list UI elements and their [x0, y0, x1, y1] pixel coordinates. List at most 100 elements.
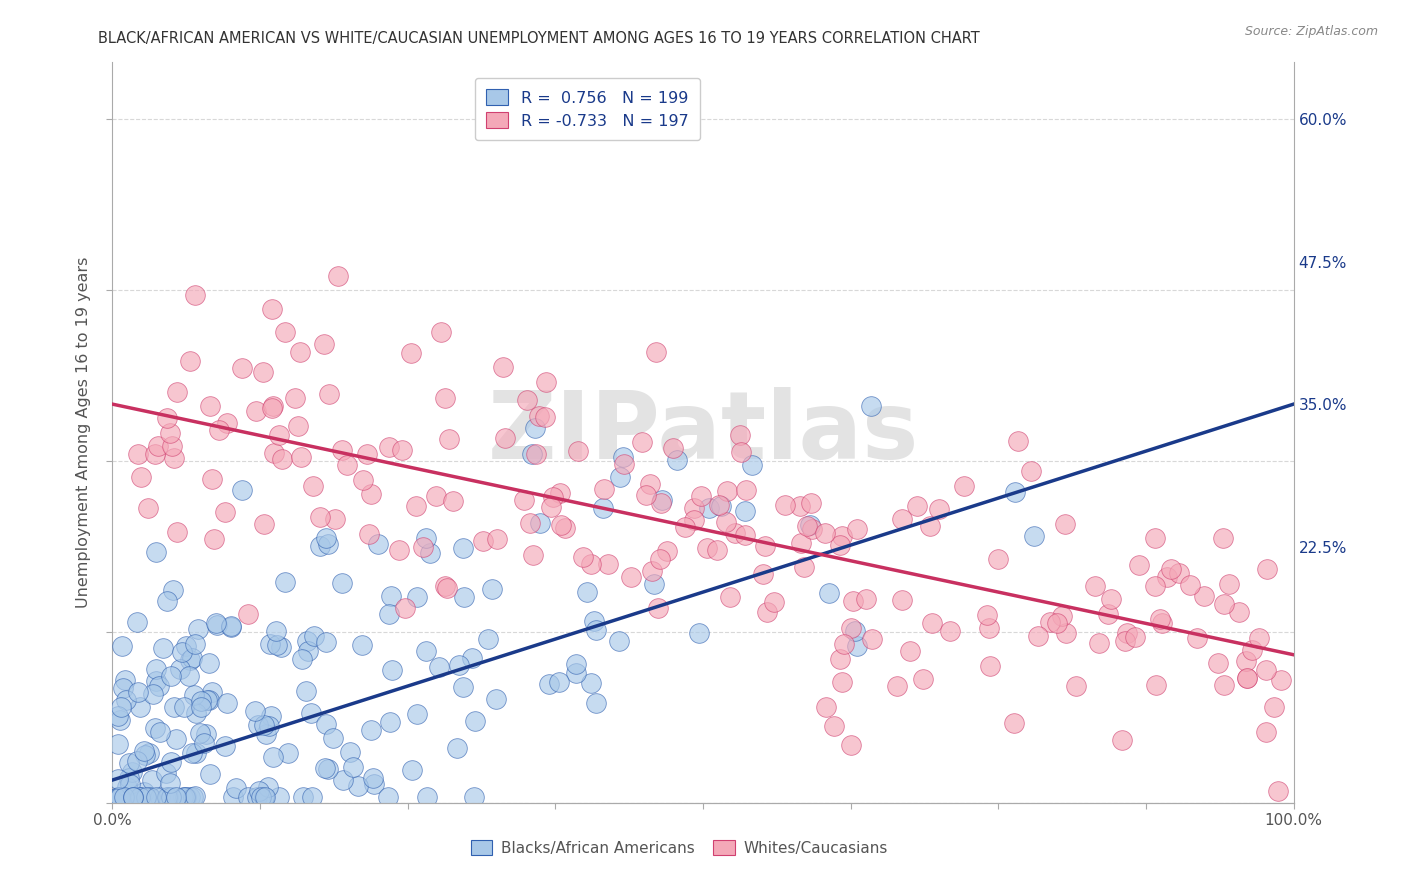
Point: [184, 706, 207, 720]
Point: [762, 595, 785, 609]
Point: [145, 673, 167, 688]
Point: [1115, 626, 1137, 640]
Point: [415, 531, 437, 545]
Point: [162, 582, 184, 597]
Point: [526, 446, 548, 460]
Point: [336, 458, 359, 472]
Point: [378, 607, 401, 621]
Point: [905, 499, 928, 513]
Point: [128, 790, 150, 805]
Point: [540, 500, 562, 515]
Point: [823, 719, 845, 733]
Point: [1241, 643, 1264, 657]
Point: [145, 662, 167, 676]
Point: [274, 325, 297, 339]
Point: [718, 590, 741, 604]
Point: [143, 447, 166, 461]
Point: [1128, 558, 1150, 573]
Point: [122, 790, 145, 805]
Point: [118, 756, 141, 770]
Point: [401, 763, 423, 777]
Point: [1125, 630, 1147, 644]
Point: [198, 693, 221, 707]
Point: [447, 657, 470, 672]
Point: [1152, 616, 1174, 631]
Point: [219, 618, 242, 632]
Point: [318, 387, 340, 401]
Point: [352, 638, 374, 652]
Point: [537, 676, 560, 690]
Point: [156, 410, 179, 425]
Point: [287, 419, 309, 434]
Point: [250, 790, 273, 805]
Point: [136, 500, 159, 515]
Point: [202, 533, 225, 547]
Point: [1236, 671, 1258, 685]
Point: [1097, 607, 1119, 621]
Point: [565, 657, 588, 671]
Point: [264, 624, 287, 638]
Point: [301, 479, 323, 493]
Point: [129, 699, 152, 714]
Point: [756, 605, 779, 619]
Point: [292, 790, 315, 805]
Point: [219, 620, 242, 634]
Point: [270, 640, 292, 654]
Point: [141, 772, 163, 787]
Point: [217, 697, 239, 711]
Point: [1236, 671, 1258, 685]
Point: [134, 785, 156, 799]
Point: [846, 522, 869, 536]
Point: [839, 738, 862, 752]
Point: [592, 501, 614, 516]
Point: [1143, 579, 1166, 593]
Point: [405, 499, 427, 513]
Point: [979, 659, 1001, 673]
Point: [148, 679, 170, 693]
Point: [987, 552, 1010, 566]
Point: [174, 790, 197, 805]
Point: [186, 746, 208, 760]
Point: [886, 679, 908, 693]
Point: [416, 790, 439, 805]
Point: [197, 656, 219, 670]
Point: [145, 545, 167, 559]
Point: [799, 518, 821, 533]
Point: [734, 528, 756, 542]
Point: [912, 672, 935, 686]
Point: [547, 674, 569, 689]
Point: [461, 651, 484, 665]
Point: [381, 663, 404, 677]
Point: [143, 721, 166, 735]
Point: [425, 489, 447, 503]
Point: [612, 450, 634, 464]
Point: [800, 496, 823, 510]
Point: [112, 790, 135, 805]
Point: [342, 760, 364, 774]
Point: [356, 447, 378, 461]
Point: [315, 716, 337, 731]
Point: [214, 739, 236, 753]
Point: [643, 577, 665, 591]
Point: [554, 521, 576, 535]
Point: [1022, 528, 1045, 542]
Point: [134, 747, 156, 762]
Point: [301, 790, 323, 805]
Point: [441, 494, 464, 508]
Point: [378, 715, 401, 730]
Point: [172, 790, 194, 805]
Point: [814, 699, 837, 714]
Point: [179, 790, 201, 805]
Point: [439, 432, 461, 446]
Point: [184, 789, 207, 803]
Point: [259, 637, 281, 651]
Point: [271, 451, 294, 466]
Point: [254, 727, 277, 741]
Point: [181, 790, 204, 805]
Point: [690, 489, 713, 503]
Point: [792, 560, 814, 574]
Point: [640, 477, 662, 491]
Point: [267, 790, 290, 805]
Point: [582, 614, 605, 628]
Point: [429, 325, 451, 339]
